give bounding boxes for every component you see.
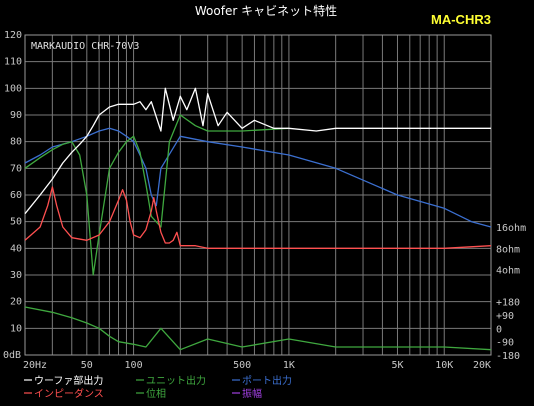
chart-title: Woofer キャビネット特性 xyxy=(195,3,337,18)
x-tick-label: 5K xyxy=(391,360,403,371)
x-tick-label: 500 xyxy=(233,360,251,371)
model-label: MA-CHR3 xyxy=(431,12,491,27)
series-line-4 xyxy=(24,127,492,228)
legend-entry: ポート出力 xyxy=(242,374,292,387)
brand-label: MARKAUDIO CHR-70V3 xyxy=(31,41,139,52)
x-tick-label: 20Hz xyxy=(23,360,47,371)
legend-entry: 位相 xyxy=(146,387,166,400)
right-axis-label: 8ohm xyxy=(496,244,520,255)
series-line-1 xyxy=(24,186,492,249)
series-line-2 xyxy=(24,114,289,276)
x-tick-label: 10K xyxy=(435,360,453,371)
right-axis-label: +90 xyxy=(496,311,514,322)
y-tick-label: 50 xyxy=(10,217,22,228)
x-tick-label: 50 xyxy=(81,360,93,371)
right-axis-label: 16ohm xyxy=(496,223,526,234)
x-tick-label: 1K xyxy=(283,360,295,371)
plot-frame xyxy=(24,34,492,356)
x-tick-label: 20K xyxy=(473,360,491,371)
right-axis-labels: 16ohm 8ohm 4ohm +180 +90 0 -90 -180 xyxy=(496,223,526,362)
y-tick-label: 40 xyxy=(10,243,22,254)
legend-entry: インピーダンス xyxy=(34,387,104,400)
y-tick-label: 110 xyxy=(4,57,22,68)
y-tick-label: 60 xyxy=(10,190,22,201)
x-tick-label: 100 xyxy=(125,360,143,371)
right-axis-label: 0 xyxy=(496,324,502,335)
y-unit-label: 0dB xyxy=(3,350,21,361)
y-tick-label: 90 xyxy=(10,110,22,121)
y-tick-label: 30 xyxy=(10,270,22,281)
y-tick-label: 10 xyxy=(10,323,22,334)
right-axis-label: -180 xyxy=(496,351,520,362)
right-axis-label: -90 xyxy=(496,338,514,349)
right-axis-label: +180 xyxy=(496,298,520,309)
series-line-0 xyxy=(24,87,491,215)
legend-entry: ウーファ部出力 xyxy=(34,374,103,387)
y-tick-label: 80 xyxy=(10,137,22,148)
series-group xyxy=(24,87,492,351)
y-tick-label: 20 xyxy=(10,297,22,308)
legend-entry: ユニット出力 xyxy=(146,374,206,387)
x-tick-labels: 20Hz 50 100 500 1K 5K 10K 20K xyxy=(23,360,491,371)
y-tick-labels: 120 110 100 90 80 70 60 50 40 30 20 10 xyxy=(4,30,22,334)
right-axis-label: 4ohm xyxy=(496,266,520,277)
y-tick-label: 100 xyxy=(4,83,22,94)
y-tick-label: 120 xyxy=(4,30,22,41)
y-tick-label: 70 xyxy=(10,163,22,174)
series-line-3 xyxy=(24,306,492,351)
legend-entry: 振幅 xyxy=(242,387,262,400)
